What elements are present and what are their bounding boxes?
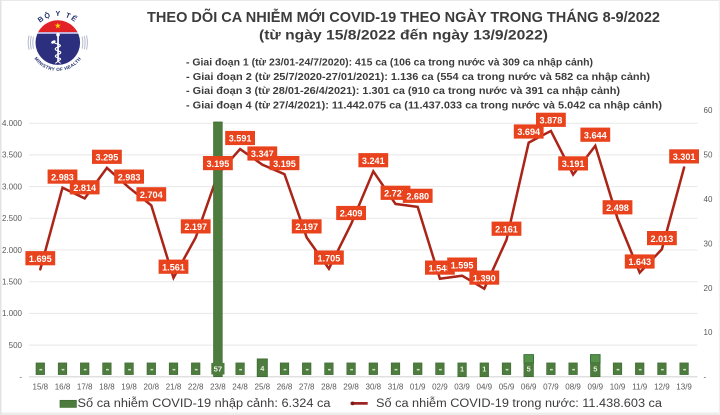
- svg-text:15/8: 15/8: [33, 382, 49, 391]
- svg-text:500: 500: [9, 341, 23, 350]
- svg-text:3.191: 3.191: [562, 159, 585, 169]
- svg-text:4: 4: [260, 364, 265, 373]
- svg-text:02/9: 02/9: [432, 382, 448, 391]
- svg-text:2.680: 2.680: [406, 192, 429, 202]
- svg-text:22/8: 22/8: [188, 382, 204, 391]
- svg-text:2.500: 2.500: [2, 214, 23, 223]
- svg-text:1: 1: [482, 364, 486, 373]
- svg-text:3.347: 3.347: [251, 149, 274, 159]
- svg-text:- Giai đoạn 4 (từ 27/4/2021):: - Giai đoạn 4 (từ 27/4/2021): 11.442.075…: [186, 99, 662, 111]
- svg-text:Số ca nhiễm COVID-19 nhập cảnh: Số ca nhiễm COVID-19 nhập cảnh: 6.324 ca: [78, 397, 332, 410]
- svg-text:1.595: 1.595: [451, 260, 474, 270]
- svg-text:57: 57: [214, 365, 222, 374]
- svg-text:2.983: 2.983: [51, 172, 74, 182]
- svg-text:24/8: 24/8: [232, 382, 248, 391]
- svg-text:5: 5: [593, 364, 597, 373]
- svg-text:4.000: 4.000: [2, 119, 23, 128]
- svg-text:- Giai đoạn 3 (từ 28/01-26/4/2: - Giai đoạn 3 (từ 28/01-26/4/2021): 1.30…: [186, 85, 620, 97]
- svg-text:1.000: 1.000: [2, 309, 23, 318]
- svg-text:2.814: 2.814: [73, 183, 97, 193]
- svg-text:- Giai đoạn 2 (từ 25/7/2020-27: - Giai đoạn 2 (từ 25/7/2020-27/01/2021):…: [186, 71, 650, 83]
- svg-text:1.643: 1.643: [628, 257, 651, 267]
- svg-text:THEO DÕI CA NHIỄM MỚI COVID-19: THEO DÕI CA NHIỄM MỚI COVID-19 THEO NGÀY…: [147, 8, 660, 26]
- svg-text:2.197: 2.197: [295, 222, 318, 232]
- svg-text:16/8: 16/8: [55, 382, 71, 391]
- svg-text:2.727: 2.727: [384, 189, 407, 199]
- svg-text:5: 5: [527, 364, 531, 373]
- svg-text:01/9: 01/9: [410, 382, 426, 391]
- svg-text:3.694: 3.694: [517, 127, 541, 137]
- svg-text:2.000: 2.000: [2, 246, 23, 255]
- svg-text:(từ ngày 15/8/2022 đến ngày 13: (từ ngày 15/8/2022 đến ngày 13/9/2022): [259, 27, 548, 43]
- svg-text:3.591: 3.591: [229, 134, 252, 144]
- svg-text:3.644: 3.644: [584, 130, 608, 140]
- svg-text:30/8: 30/8: [366, 382, 382, 391]
- svg-text:26/8: 26/8: [277, 382, 293, 391]
- svg-text:23/8: 23/8: [210, 382, 226, 391]
- svg-text:50: 50: [704, 151, 713, 160]
- svg-text:21/8: 21/8: [166, 382, 182, 391]
- svg-text:60: 60: [704, 106, 713, 115]
- svg-text:2.409: 2.409: [340, 209, 363, 219]
- svg-text:1: 1: [460, 364, 464, 373]
- svg-text:11/9: 11/9: [632, 382, 648, 391]
- svg-text:13/9: 13/9: [676, 382, 692, 391]
- svg-text:- Giai đoạn 1 (từ 23/01-24/7/2: - Giai đoạn 1 (từ 23/01-24/7/2020): 415 …: [186, 57, 593, 69]
- svg-text:1.695: 1.695: [29, 254, 52, 264]
- svg-text:2.498: 2.498: [606, 203, 629, 213]
- svg-text:3.195: 3.195: [207, 159, 230, 169]
- svg-text:1.705: 1.705: [318, 253, 341, 263]
- svg-text:1.390: 1.390: [473, 273, 496, 283]
- svg-text:3.241: 3.241: [362, 156, 385, 166]
- svg-text:07/9: 07/9: [543, 382, 559, 391]
- svg-text:3.301: 3.301: [673, 152, 696, 162]
- svg-text:-: -: [19, 373, 22, 382]
- svg-text:2.013: 2.013: [651, 234, 674, 244]
- svg-text:3.500: 3.500: [2, 151, 23, 160]
- svg-text:3.195: 3.195: [273, 159, 296, 169]
- svg-text:20: 20: [704, 284, 713, 293]
- svg-text:2.983: 2.983: [118, 172, 141, 182]
- svg-text:12/9: 12/9: [654, 382, 670, 391]
- svg-text:Số ca nhiễm COVID-19 trong nướ: Số ca nhiễm COVID-19 trong nước: 11.438.…: [376, 397, 663, 410]
- svg-text:17/8: 17/8: [77, 382, 93, 391]
- svg-text:03/9: 03/9: [454, 382, 470, 391]
- svg-text:31/8: 31/8: [388, 382, 404, 391]
- svg-text:3.878: 3.878: [540, 116, 563, 126]
- svg-text:09/9: 09/9: [588, 382, 604, 391]
- svg-text:2.197: 2.197: [184, 222, 207, 232]
- svg-text:18/8: 18/8: [99, 382, 115, 391]
- svg-text:3.295: 3.295: [96, 153, 119, 163]
- svg-text:10: 10: [704, 328, 713, 337]
- svg-text:20/8: 20/8: [144, 382, 160, 391]
- svg-text:05/9: 05/9: [499, 382, 515, 391]
- svg-text:2.704: 2.704: [140, 190, 164, 200]
- svg-text:1.561: 1.561: [162, 262, 185, 272]
- svg-text:3.000: 3.000: [2, 182, 23, 191]
- svg-text:2.161: 2.161: [495, 224, 518, 234]
- svg-text:27/8: 27/8: [299, 382, 315, 391]
- svg-text:1.500: 1.500: [2, 278, 23, 287]
- svg-text:1.548: 1.548: [429, 263, 452, 273]
- svg-text:08/9: 08/9: [565, 382, 581, 391]
- svg-text:19/8: 19/8: [121, 382, 137, 391]
- svg-text:06/9: 06/9: [521, 382, 537, 391]
- svg-text:30: 30: [704, 239, 713, 248]
- svg-text:40: 40: [704, 195, 713, 204]
- svg-text:04/9: 04/9: [477, 382, 493, 391]
- svg-text:-: -: [704, 373, 707, 382]
- svg-text:10/9: 10/9: [610, 382, 626, 391]
- svg-text:29/8: 29/8: [343, 382, 359, 391]
- svg-text:25/8: 25/8: [255, 382, 271, 391]
- svg-text:28/8: 28/8: [321, 382, 337, 391]
